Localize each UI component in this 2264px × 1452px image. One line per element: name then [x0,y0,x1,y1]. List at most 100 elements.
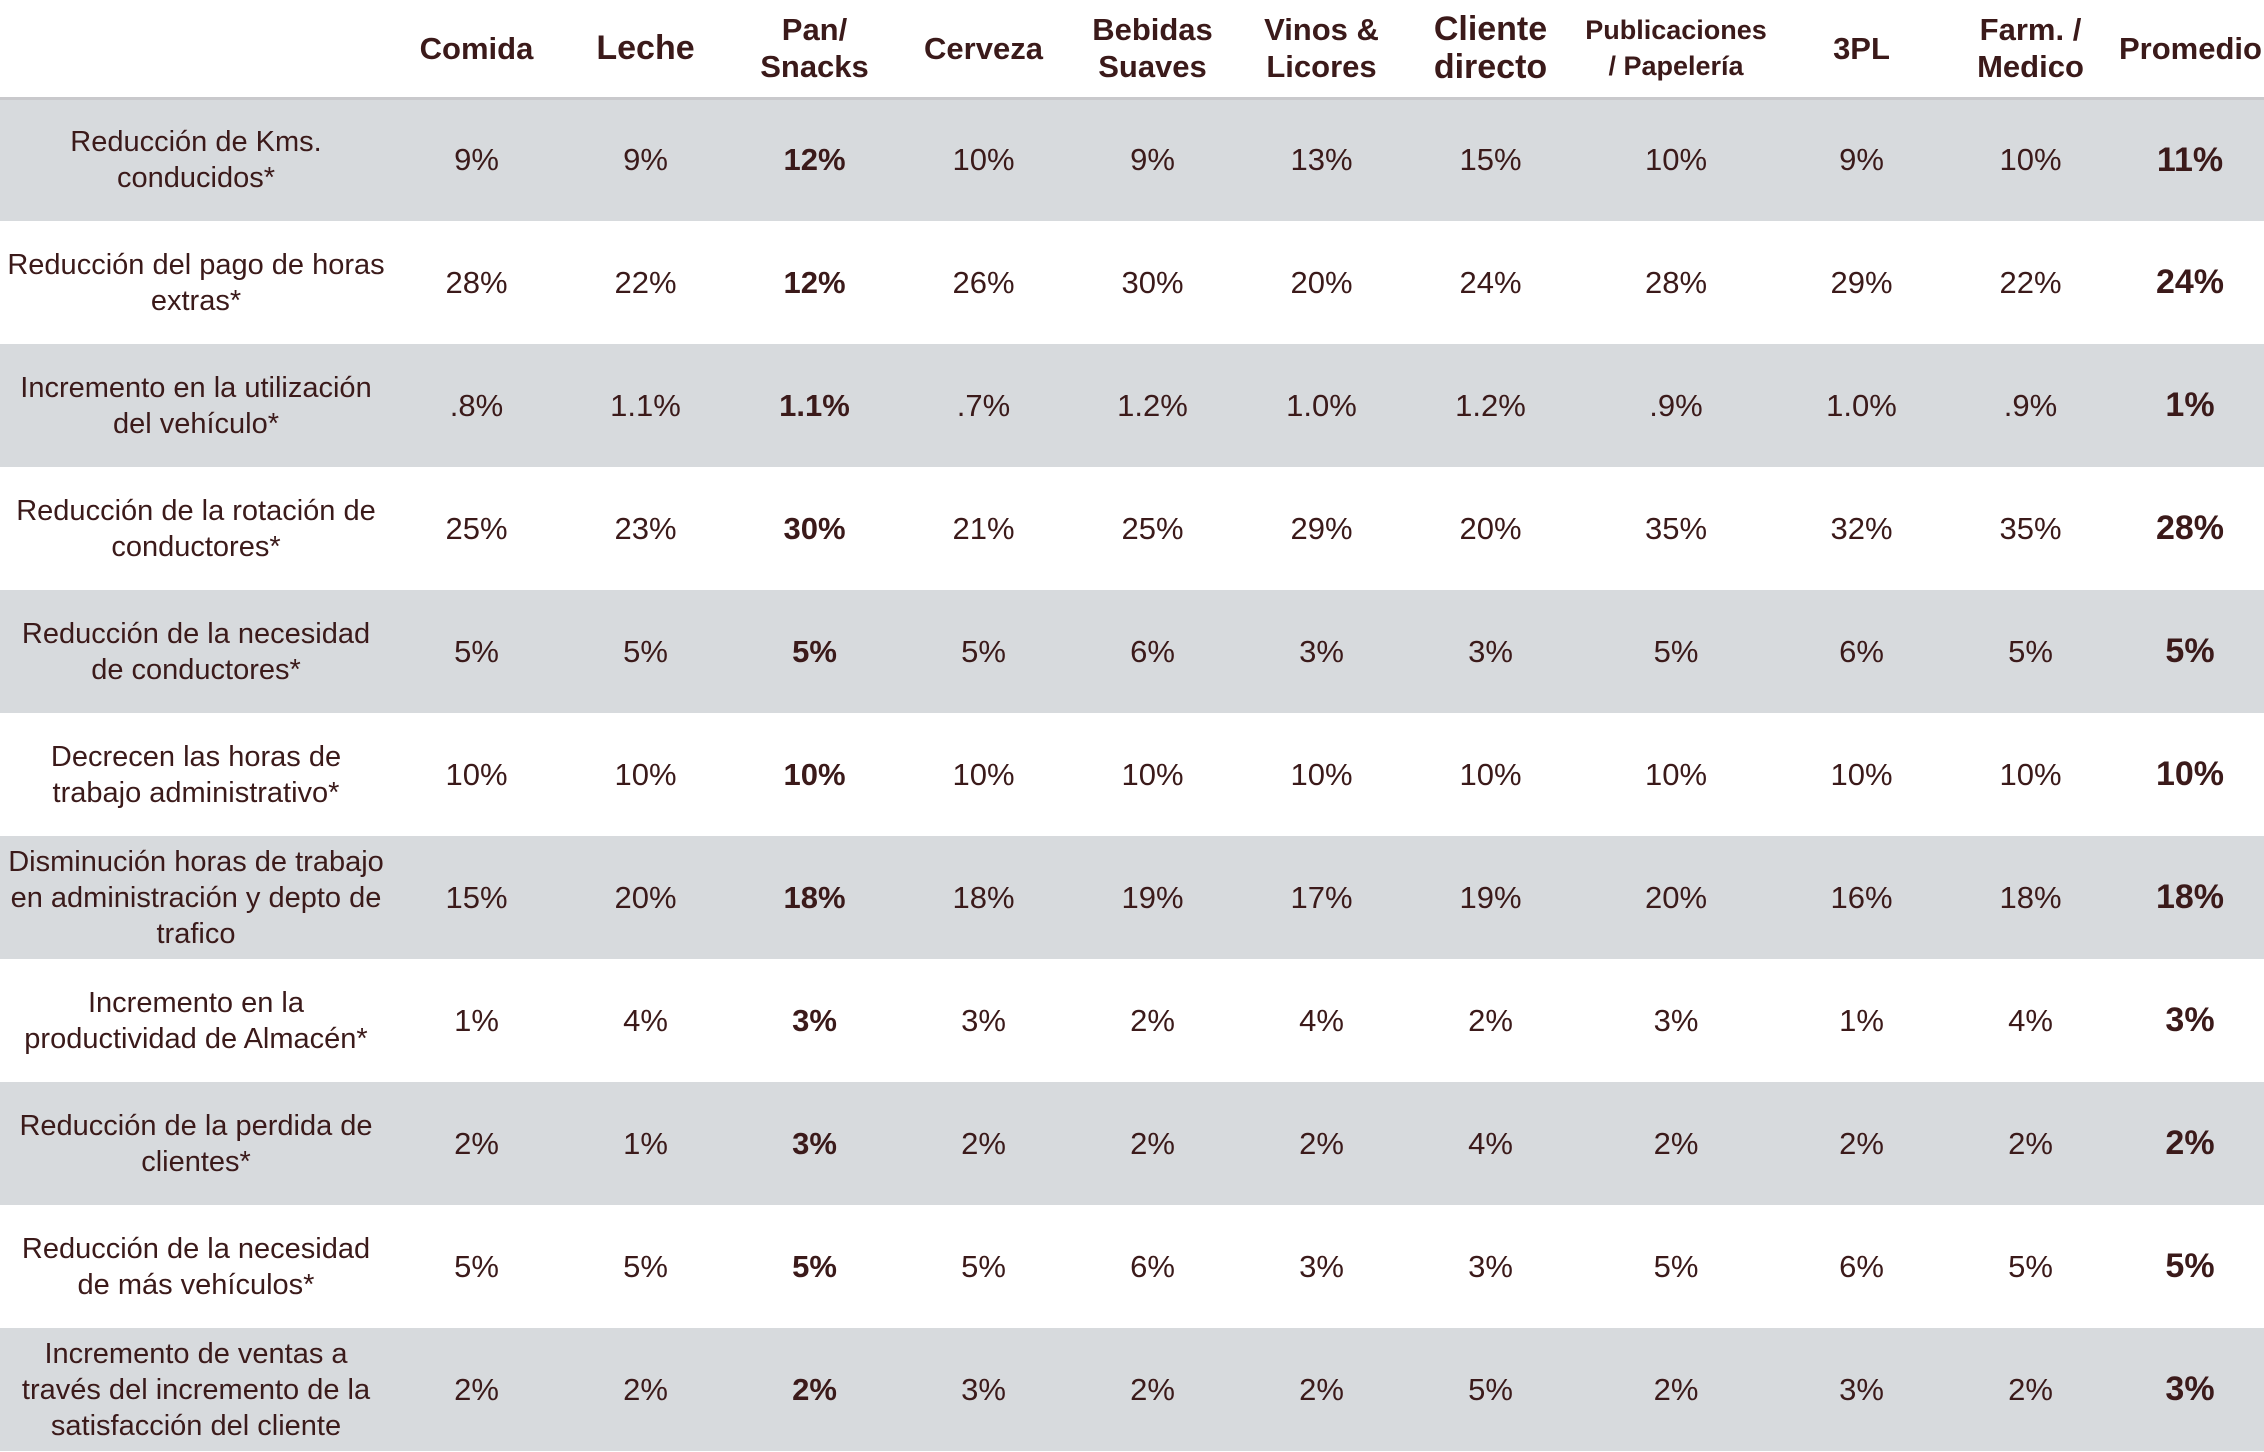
value-cell: 19% [1121,879,1184,915]
value-cell: 5% [961,633,1006,669]
value-cell: 6% [1130,633,1175,669]
value-cell: 5% [2008,1248,2053,1284]
header-publicaciones-papeleria: Publicaciones / Papelería [1575,0,1777,100]
value-cell: 12% [783,142,846,178]
value-cell: 28% [445,264,508,300]
value-cell: 10% [614,756,677,792]
value-cell: 29% [1830,264,1893,300]
header-blank [0,0,392,100]
row-label: Reducción de la perdida de clientes* [19,1109,373,1178]
value-cell: 2% [1653,1371,1699,1407]
row-label: Reducción de la necesidad de conductores… [21,617,371,686]
table-row: Incremento de ventas a través del increm… [0,1328,2264,1451]
average-cell: 5% [2165,1247,2215,1285]
value-cell: 4% [2008,1002,2053,1038]
header-promedio: Promedio [2115,0,2264,100]
value-cell: 30% [1121,264,1184,300]
value-cell: 2% [1653,1125,1699,1161]
value-cell: 3% [1653,1002,1699,1038]
average-cell: 18% [2155,878,2225,916]
value-cell: 32% [1830,510,1893,546]
average-cell: 11% [2156,140,2224,179]
value-cell: 10% [1459,756,1522,792]
value-cell: 22% [614,264,677,300]
value-cell: 3% [961,1371,1006,1407]
value-cell: 2% [1468,1002,1513,1038]
value-cell: 3% [792,1125,837,1161]
header-bebidas-suaves: Bebidas Suaves [1068,0,1237,100]
value-cell: 2% [623,1371,668,1407]
value-cell: 2% [792,1371,837,1407]
header-pan-snacks: Pan/ Snacks [730,0,899,100]
value-cell: 25% [1121,510,1184,546]
value-cell: 1.2% [1117,387,1188,423]
value-cell: 10% [783,756,846,792]
value-cell: 5% [2008,633,2053,669]
value-cell: 5% [1653,1248,1699,1284]
value-cell: 2% [1130,1371,1175,1407]
value-cell: 3% [961,1002,1006,1038]
value-cell: 2% [1130,1002,1175,1038]
average-cell: 5% [2165,632,2215,670]
value-cell: 10% [1644,756,1708,792]
value-cell: 5% [792,633,837,669]
value-cell: 2% [961,1125,1006,1161]
header-cerveza: Cerveza [899,0,1068,100]
value-cell: 25% [445,510,508,546]
value-cell: 9% [454,142,499,178]
value-cell: 10% [952,142,1015,178]
value-cell: 23% [614,510,677,546]
value-cell: 6% [1839,633,1884,669]
value-cell: 13% [1290,142,1353,178]
value-cell: 10% [1830,756,1893,792]
value-cell: 24% [1459,264,1522,300]
value-cell: 1.0% [1826,387,1897,423]
value-cell: 21% [952,510,1015,546]
header-leche: Leche [561,0,730,100]
value-cell: 5% [1468,1371,1513,1407]
value-cell: 2% [454,1125,499,1161]
value-cell: 29% [1290,510,1353,546]
value-cell: 4% [1299,1002,1344,1038]
header-vinos-licores: Vinos & Licores [1237,0,1406,100]
table-row: Incremento en la productividad de Almacé… [0,959,2264,1082]
value-cell: 2% [454,1371,499,1407]
value-cell: 20% [1459,510,1522,546]
row-label: Incremento de ventas a través del increm… [21,1337,371,1442]
value-cell: 3% [1468,1248,1513,1284]
value-cell: .9% [1649,387,1703,423]
value-cell: 10% [445,756,508,792]
value-cell: 15% [1459,142,1522,178]
value-cell: 26% [952,264,1015,300]
row-label: Reducción del pago de horas extras* [7,248,385,317]
value-cell: 4% [1468,1125,1513,1161]
average-cell: 3% [2165,1001,2215,1039]
value-cell: 10% [952,756,1015,792]
value-cell: 10% [1121,756,1184,792]
value-cell: 2% [1299,1125,1344,1161]
value-cell: 10% [1644,142,1708,178]
table-row: Incremento en la utilización del vehícul… [0,344,2264,467]
header-cliente-directo: Cliente directo [1406,0,1575,100]
value-cell: 1.1% [610,387,681,423]
value-cell: 5% [623,633,668,669]
table-row: Reducción de la necesidad de conductores… [0,590,2264,713]
value-cell: 4% [623,1002,668,1038]
value-cell: 10% [1999,756,2062,792]
row-label: Disminución horas de trabajo en administ… [8,845,384,950]
value-cell: 16% [1830,879,1893,915]
value-cell: 2% [1839,1125,1884,1161]
value-cell: 28% [1644,264,1708,300]
value-cell: 1% [454,1002,499,1038]
value-cell: 18% [783,879,846,915]
header-3pl: 3PL [1777,0,1946,100]
value-cell: 17% [1290,879,1353,915]
table-row: Disminución horas de trabajo en administ… [0,836,2264,959]
row-label: Reducción de la necesidad de más vehícul… [21,1232,371,1301]
header-comida: Comida [392,0,561,100]
value-cell: .7% [956,387,1011,423]
value-cell: 10% [1999,142,2062,178]
value-cell: 5% [454,633,499,669]
value-cell: 5% [792,1248,837,1284]
value-cell: .9% [2003,387,2058,423]
